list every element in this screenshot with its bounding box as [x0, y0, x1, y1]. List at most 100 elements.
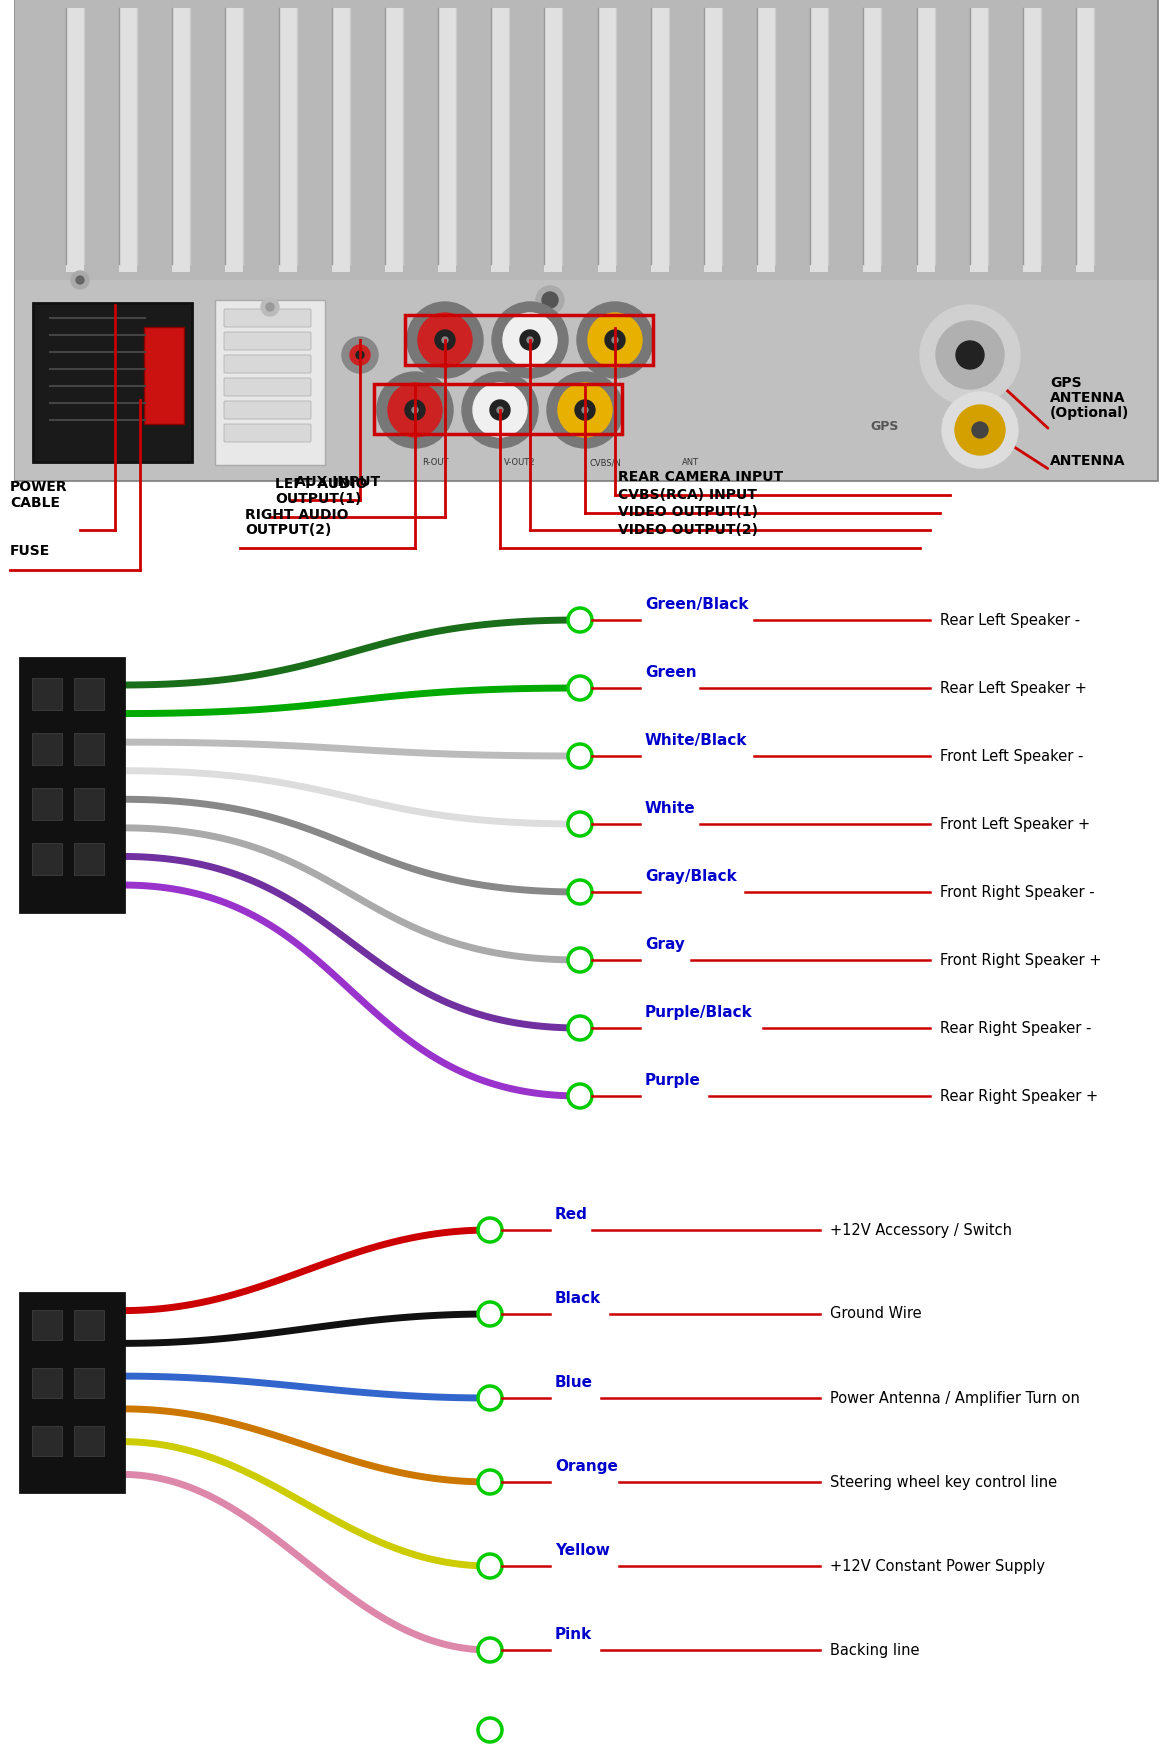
Bar — [374, 385, 622, 434]
FancyBboxPatch shape — [120, 9, 137, 272]
Text: CVBS(RCA) INPUT: CVBS(RCA) INPUT — [618, 489, 757, 503]
FancyBboxPatch shape — [598, 9, 615, 272]
Text: CVBS/N: CVBS/N — [590, 459, 621, 467]
Text: +12V Constant Power Supply: +12V Constant Power Supply — [830, 1559, 1045, 1573]
FancyBboxPatch shape — [704, 9, 722, 272]
FancyBboxPatch shape — [74, 677, 104, 709]
Circle shape — [478, 1217, 502, 1242]
Text: Backing line: Backing line — [830, 1642, 920, 1658]
Circle shape — [406, 400, 425, 420]
FancyBboxPatch shape — [224, 400, 311, 420]
Text: Rear Left Speaker +: Rear Left Speaker + — [940, 681, 1086, 695]
Text: Rear Right Speaker -: Rear Right Speaker - — [940, 1021, 1091, 1035]
Circle shape — [568, 744, 592, 767]
Text: Green/Black: Green/Black — [645, 596, 749, 612]
FancyBboxPatch shape — [20, 1293, 124, 1492]
FancyBboxPatch shape — [32, 843, 62, 875]
Text: Orange: Orange — [556, 1459, 618, 1475]
Circle shape — [356, 351, 364, 360]
FancyBboxPatch shape — [917, 9, 934, 272]
Circle shape — [568, 609, 592, 632]
Circle shape — [388, 383, 442, 437]
Text: RIGHT AUDIO
OUTPUT(2): RIGHT AUDIO OUTPUT(2) — [245, 508, 348, 536]
FancyBboxPatch shape — [214, 300, 325, 466]
FancyBboxPatch shape — [225, 9, 244, 272]
Text: POWER
CABLE: POWER CABLE — [11, 480, 68, 510]
Circle shape — [478, 1718, 502, 1743]
Text: Pink: Pink — [556, 1626, 592, 1642]
FancyBboxPatch shape — [15, 0, 1157, 480]
FancyBboxPatch shape — [20, 658, 124, 912]
Text: Blue: Blue — [556, 1374, 593, 1390]
Text: Rear Right Speaker +: Rear Right Speaker + — [940, 1088, 1098, 1104]
Text: Green: Green — [645, 665, 696, 679]
FancyBboxPatch shape — [224, 423, 311, 443]
FancyBboxPatch shape — [32, 789, 62, 820]
Circle shape — [478, 1387, 502, 1409]
Text: Power Antenna / Amplifier Turn on: Power Antenna / Amplifier Turn on — [830, 1390, 1079, 1406]
Circle shape — [473, 383, 527, 437]
Circle shape — [936, 321, 1004, 390]
Text: Rear Left Speaker -: Rear Left Speaker - — [940, 612, 1081, 628]
FancyBboxPatch shape — [279, 9, 297, 272]
Circle shape — [497, 407, 503, 413]
Circle shape — [568, 880, 592, 903]
Circle shape — [407, 302, 483, 377]
Text: ANT: ANT — [681, 459, 699, 467]
Text: Purple: Purple — [645, 1073, 701, 1088]
Circle shape — [568, 811, 592, 836]
Circle shape — [605, 330, 625, 349]
FancyBboxPatch shape — [757, 9, 775, 272]
Text: Purple/Black: Purple/Black — [645, 1005, 752, 1020]
Text: Steering wheel key control line: Steering wheel key control line — [830, 1475, 1057, 1489]
Bar — [406, 316, 653, 365]
FancyBboxPatch shape — [224, 377, 311, 395]
Text: AUX INPUT: AUX INPUT — [295, 475, 380, 489]
Circle shape — [955, 406, 1006, 455]
Text: GPS
ANTENNA
(Optional): GPS ANTENNA (Optional) — [1050, 376, 1130, 420]
FancyBboxPatch shape — [74, 843, 104, 875]
Circle shape — [588, 312, 642, 367]
Circle shape — [462, 372, 538, 448]
Text: Red: Red — [556, 1207, 588, 1222]
FancyBboxPatch shape — [545, 9, 563, 272]
Circle shape — [612, 337, 618, 342]
Circle shape — [536, 286, 564, 314]
Text: Front Right Speaker +: Front Right Speaker + — [940, 953, 1102, 967]
Text: ANTENNA: ANTENNA — [1050, 453, 1125, 467]
Text: V-OUT2: V-OUT2 — [504, 459, 536, 467]
Text: Yellow: Yellow — [556, 1544, 609, 1558]
FancyBboxPatch shape — [32, 1369, 62, 1399]
FancyBboxPatch shape — [491, 9, 510, 272]
Circle shape — [568, 1085, 592, 1108]
FancyBboxPatch shape — [144, 326, 184, 423]
Circle shape — [568, 1016, 592, 1041]
Text: FUSE: FUSE — [11, 543, 50, 557]
Text: REAR CAMERA INPUT: REAR CAMERA INPUT — [618, 469, 783, 483]
FancyBboxPatch shape — [224, 355, 311, 372]
Circle shape — [435, 330, 455, 349]
FancyBboxPatch shape — [650, 9, 669, 272]
Text: Front Left Speaker +: Front Left Speaker + — [940, 817, 1090, 831]
FancyBboxPatch shape — [1023, 9, 1041, 272]
Circle shape — [920, 305, 1020, 406]
Circle shape — [266, 303, 274, 310]
FancyBboxPatch shape — [810, 9, 829, 272]
Circle shape — [377, 372, 454, 448]
FancyBboxPatch shape — [74, 789, 104, 820]
FancyBboxPatch shape — [32, 1425, 62, 1455]
Circle shape — [492, 302, 568, 377]
FancyBboxPatch shape — [1076, 9, 1093, 272]
FancyBboxPatch shape — [74, 1369, 104, 1399]
Text: Black: Black — [556, 1291, 601, 1305]
Circle shape — [956, 340, 984, 369]
Circle shape — [942, 392, 1018, 467]
Circle shape — [582, 407, 588, 413]
Circle shape — [972, 422, 988, 437]
Text: Front Left Speaker -: Front Left Speaker - — [940, 748, 1083, 764]
Circle shape — [520, 330, 540, 349]
Text: LEFT AUDIO
OUTPUT(1): LEFT AUDIO OUTPUT(1) — [275, 476, 368, 506]
Circle shape — [558, 383, 612, 437]
Text: GPS: GPS — [870, 420, 899, 432]
Circle shape — [442, 337, 448, 342]
